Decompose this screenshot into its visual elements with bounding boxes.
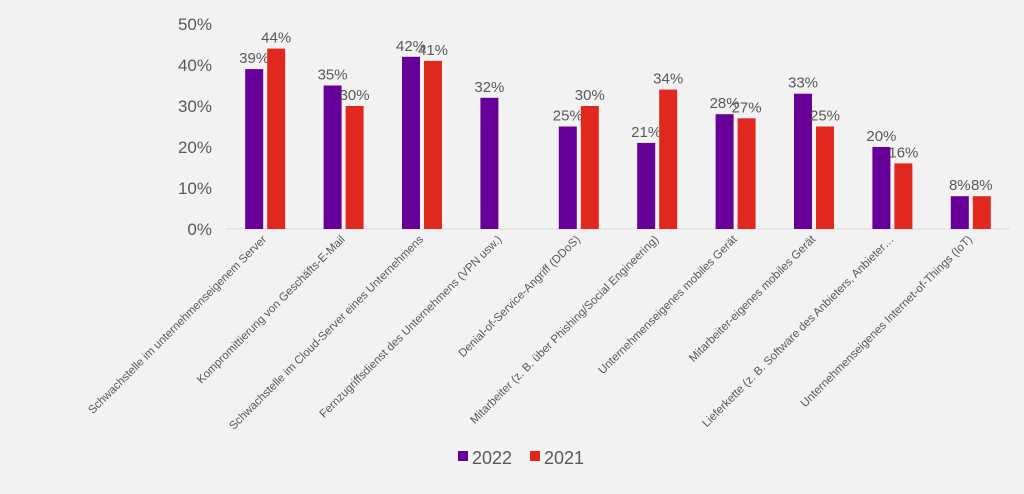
legend-label: 2021 — [544, 448, 584, 468]
data-label: 30% — [575, 87, 605, 104]
y-tick-label: 20% — [178, 138, 212, 157]
data-label: 41% — [418, 42, 448, 59]
data-label: 27% — [732, 99, 762, 116]
x-tick-label: Mitarbeiter-eigenes mobiles Gerät — [687, 233, 819, 365]
x-tick-label: Denial-of-Service-Angriff (DDoS) — [457, 234, 583, 360]
data-label: 30% — [340, 87, 370, 104]
data-label: 35% — [318, 67, 348, 84]
x-tick-label: Mitarbeiter (z. B. über Phishing/Social … — [468, 234, 661, 427]
bar-2021 — [737, 118, 756, 229]
data-label: 42% — [396, 38, 426, 55]
bar-2021 — [345, 106, 364, 229]
data-label: 28% — [710, 95, 740, 112]
data-label: 25% — [810, 108, 840, 125]
data-label: 21% — [631, 124, 661, 141]
y-tick-label: 40% — [178, 56, 212, 75]
bar-2021 — [659, 89, 678, 229]
x-tick-label: Unternehmenseigenes mobiles Gerät — [597, 233, 741, 377]
x-tick-label: Fernzugriffsdienst des Unternehmens (VPN… — [318, 234, 505, 421]
data-label: 8% — [949, 177, 971, 194]
bar-2022 — [872, 147, 891, 229]
bar-2022 — [558, 126, 577, 229]
y-tick-label: 10% — [178, 179, 212, 198]
bar-2021 — [267, 48, 286, 229]
x-tick-label: Kompromittierung von Geschäfts-E-Mail — [195, 234, 348, 387]
legend-swatch-2022 — [458, 451, 468, 461]
bar-2022 — [480, 97, 499, 229]
bar-2021 — [816, 126, 834, 229]
bar-2021 — [424, 60, 442, 230]
data-label: 32% — [474, 79, 504, 96]
data-label: 20% — [866, 128, 896, 145]
bar-2021 — [972, 196, 991, 229]
x-tick-label: Unternehmenseigenes Internet-of-Things (… — [799, 234, 975, 410]
bar-2021 — [580, 106, 599, 229]
data-label: 33% — [788, 75, 818, 92]
x-tick-label: Schwachstelle im unternehmenseigenem Ser… — [86, 234, 269, 417]
bar-2022 — [637, 142, 656, 229]
data-label: 8% — [971, 177, 993, 194]
data-label: 16% — [888, 144, 918, 161]
y-tick-label: 30% — [178, 97, 212, 116]
data-label: 25% — [553, 108, 583, 125]
bar-2022 — [794, 93, 812, 229]
data-label: 39% — [239, 50, 269, 67]
legend-label: 2022 — [472, 448, 512, 468]
bar-2022 — [402, 56, 420, 229]
bar-2022 — [323, 85, 342, 229]
bar-2022 — [950, 196, 969, 229]
legend-swatch-2021 — [530, 451, 540, 461]
data-label: 44% — [261, 30, 291, 47]
bar-2022 — [245, 69, 264, 229]
y-tick-label: 50% — [178, 15, 212, 34]
bar-2021 — [894, 163, 913, 229]
data-label: 34% — [653, 71, 683, 88]
y-tick-label: 0% — [187, 220, 212, 239]
bar-2022 — [715, 114, 734, 229]
